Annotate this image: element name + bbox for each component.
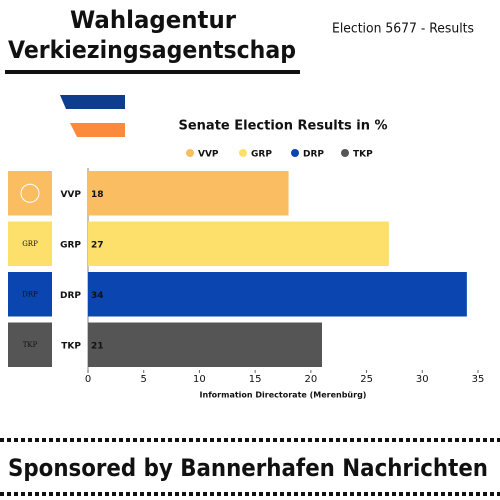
data-label: 21	[91, 341, 104, 351]
logo-text: TKP	[23, 341, 38, 349]
legend-label: DRP	[303, 150, 324, 160]
logo-text: GRP	[22, 240, 38, 248]
header-title: Verkiezingsagentschap	[8, 36, 296, 64]
header-title: Wahlagentur	[70, 6, 236, 34]
legend-label: VVP	[198, 150, 219, 160]
legend-swatch	[341, 149, 349, 157]
flag-stripe	[70, 123, 125, 137]
legend-label: TKP	[353, 150, 373, 160]
x-tick-label: 10	[193, 374, 206, 385]
party-logo	[8, 221, 52, 266]
y-tick-label: TKP	[61, 341, 81, 351]
legend-label: GRP	[251, 150, 272, 160]
party-logo	[8, 322, 52, 367]
y-tick-label: DRP	[60, 291, 81, 301]
x-tick-label: 30	[416, 374, 429, 385]
y-tick-label: GRP	[60, 240, 81, 250]
data-label: 27	[91, 240, 104, 250]
header-subtitle: Election 5677 - Results	[332, 22, 474, 37]
logo-text: DRP	[22, 290, 38, 298]
bar	[88, 272, 467, 317]
x-tick-label: 5	[141, 374, 147, 385]
legend-swatch	[186, 149, 194, 157]
chart-title: Senate Election Results in %	[178, 119, 387, 134]
bar	[88, 221, 389, 266]
data-label: 18	[91, 190, 104, 200]
legend-swatch	[291, 149, 299, 157]
party-logo	[8, 171, 52, 216]
x-tick-label: 20	[304, 374, 317, 385]
bar	[88, 322, 322, 367]
logo-emblem	[20, 183, 40, 203]
data-label: 34	[91, 291, 104, 301]
x-axis-label: Information Directorate (Merenbürg)	[200, 391, 367, 400]
party-logo	[8, 272, 52, 317]
legend-swatch	[239, 149, 247, 157]
bar	[88, 171, 289, 216]
footer: Sponsored by Bannerhafen Nachrichten	[8, 454, 488, 482]
flag-stripe	[60, 95, 125, 109]
x-tick-label: 25	[360, 374, 373, 385]
x-tick-label: 35	[472, 374, 485, 385]
y-tick-label: VVP	[60, 190, 81, 200]
x-tick-label: 15	[249, 374, 262, 385]
x-tick-label: 0	[85, 374, 91, 385]
